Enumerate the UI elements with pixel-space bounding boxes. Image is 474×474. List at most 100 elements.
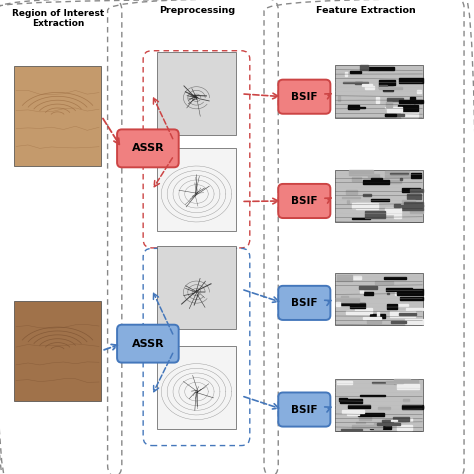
- Bar: [348, 405, 370, 409]
- Bar: [399, 313, 416, 315]
- Bar: [408, 80, 423, 82]
- Bar: [14, 66, 101, 166]
- Bar: [406, 418, 412, 421]
- Bar: [393, 417, 409, 421]
- Bar: [364, 292, 373, 295]
- Bar: [417, 91, 421, 93]
- Bar: [157, 148, 236, 231]
- Bar: [394, 204, 400, 207]
- Text: Preprocessing: Preprocessing: [160, 6, 236, 15]
- Bar: [400, 380, 418, 385]
- Bar: [397, 289, 423, 295]
- Bar: [348, 107, 365, 108]
- Bar: [335, 170, 423, 222]
- Bar: [363, 193, 371, 196]
- Bar: [370, 426, 391, 428]
- Bar: [352, 276, 361, 279]
- Bar: [157, 246, 236, 329]
- Bar: [383, 87, 393, 91]
- Bar: [391, 321, 406, 323]
- Text: ASSR: ASSR: [132, 143, 164, 154]
- Bar: [335, 65, 423, 118]
- Bar: [363, 180, 389, 184]
- Bar: [390, 173, 408, 174]
- Bar: [349, 170, 373, 175]
- Bar: [411, 102, 413, 108]
- Bar: [401, 111, 418, 117]
- Bar: [157, 52, 236, 135]
- Text: Feature Extraction: Feature Extraction: [316, 6, 416, 15]
- Bar: [378, 407, 390, 410]
- Bar: [341, 296, 348, 298]
- Bar: [387, 107, 402, 112]
- Bar: [397, 383, 419, 389]
- Bar: [374, 281, 393, 283]
- Bar: [401, 205, 423, 210]
- Bar: [395, 290, 420, 294]
- Bar: [337, 381, 352, 384]
- Bar: [345, 72, 347, 76]
- Bar: [391, 420, 397, 421]
- Bar: [339, 398, 347, 401]
- Bar: [359, 414, 371, 419]
- Bar: [401, 297, 423, 300]
- Bar: [367, 318, 381, 323]
- Bar: [410, 209, 423, 212]
- Bar: [340, 428, 362, 430]
- FancyBboxPatch shape: [278, 80, 330, 114]
- Bar: [388, 180, 401, 183]
- Bar: [411, 173, 421, 178]
- Bar: [385, 107, 407, 109]
- Bar: [350, 302, 365, 309]
- Bar: [401, 201, 415, 202]
- Bar: [394, 379, 410, 384]
- Bar: [387, 98, 403, 101]
- Bar: [390, 310, 415, 317]
- Bar: [386, 102, 392, 107]
- Bar: [387, 304, 397, 309]
- Bar: [337, 275, 352, 281]
- Bar: [385, 419, 391, 425]
- Bar: [370, 314, 385, 318]
- FancyBboxPatch shape: [278, 184, 330, 218]
- Bar: [365, 86, 374, 89]
- Bar: [355, 82, 362, 84]
- Bar: [372, 382, 395, 383]
- Bar: [410, 97, 415, 103]
- Bar: [356, 203, 378, 209]
- Bar: [356, 422, 365, 423]
- Bar: [380, 87, 402, 89]
- Bar: [348, 105, 359, 109]
- Bar: [352, 203, 371, 208]
- Bar: [352, 425, 376, 428]
- Bar: [335, 379, 423, 431]
- Bar: [368, 67, 394, 70]
- Text: ASSR: ASSR: [132, 338, 164, 349]
- FancyBboxPatch shape: [278, 392, 330, 427]
- Bar: [390, 304, 408, 306]
- Bar: [376, 97, 379, 103]
- Bar: [342, 198, 360, 199]
- Bar: [386, 381, 402, 383]
- Bar: [360, 395, 385, 396]
- Bar: [377, 311, 379, 318]
- Bar: [346, 190, 357, 193]
- Bar: [402, 404, 423, 409]
- Bar: [338, 96, 340, 101]
- Bar: [360, 65, 368, 70]
- Bar: [343, 82, 368, 83]
- Bar: [371, 178, 382, 181]
- Bar: [385, 209, 401, 214]
- Text: BSIF: BSIF: [291, 404, 318, 415]
- Text: BSIF: BSIF: [291, 91, 318, 102]
- Bar: [402, 188, 420, 192]
- Bar: [404, 202, 423, 206]
- Bar: [399, 78, 423, 82]
- Bar: [385, 114, 396, 116]
- Bar: [350, 71, 361, 73]
- Bar: [394, 215, 401, 218]
- Text: BSIF: BSIF: [291, 298, 318, 308]
- Bar: [405, 319, 423, 324]
- Bar: [379, 85, 387, 88]
- Bar: [362, 84, 372, 86]
